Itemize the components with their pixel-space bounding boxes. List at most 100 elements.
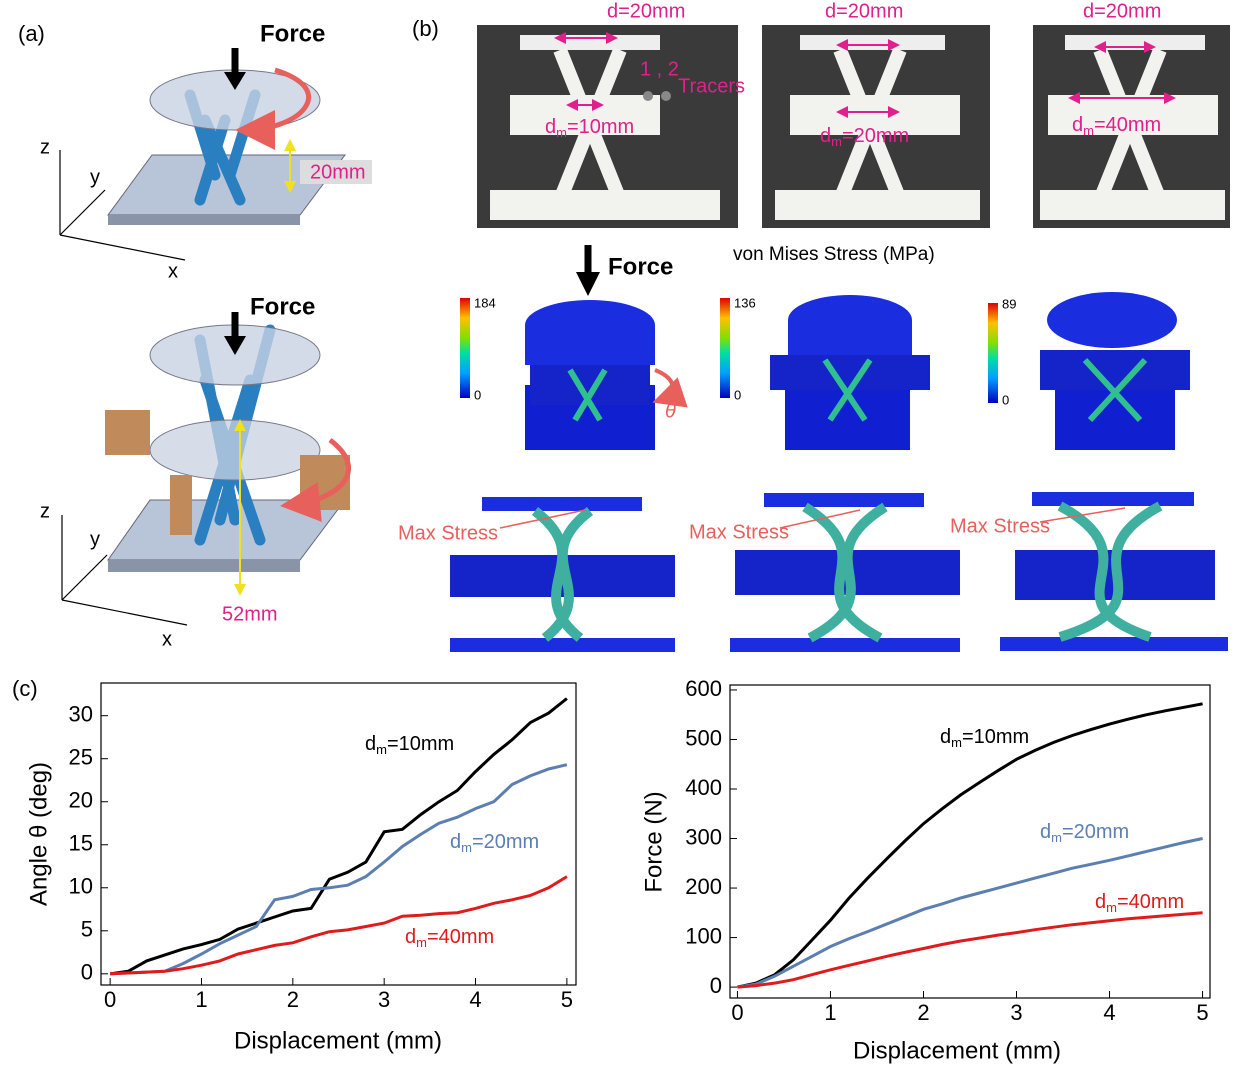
series-label: dm=40mm [1095, 891, 1184, 915]
y-axis-label: Angle θ (deg) [25, 762, 52, 906]
colorbar-max: 89 [1002, 296, 1016, 311]
colorbar [460, 298, 470, 398]
plot-frame [100, 682, 577, 986]
y-tick-label: 15 [69, 831, 93, 856]
stress-title: von Mises Stress (MPa) [733, 244, 935, 265]
x-tick-label: 5 [1196, 1000, 1208, 1025]
tracer [661, 91, 671, 101]
sample-top [800, 35, 945, 50]
x-tick-label: 4 [1103, 1000, 1115, 1025]
max-stress-label: Max Stress [689, 521, 789, 543]
tracer [643, 91, 653, 101]
x-axis-label: Displacement (mm) [853, 1037, 1061, 1064]
axis-x: x [162, 628, 172, 650]
y-tick-label: 10 [69, 874, 93, 899]
fea-rods [822, 358, 873, 422]
tracer-ids: 1 , 2 [640, 58, 679, 80]
x-tick-label: 4 [469, 987, 481, 1012]
section-bottom [1000, 637, 1228, 651]
x-tick-label: 0 [104, 987, 116, 1012]
section-bottom [730, 638, 960, 652]
plot-frame [729, 684, 1211, 999]
colorbar [988, 303, 998, 403]
theta-label: θ [665, 400, 676, 422]
axis-z: z [40, 500, 50, 522]
y-tick-label: 0 [81, 960, 93, 985]
y-tick-label: 300 [685, 824, 722, 849]
rotation-arrow [280, 438, 351, 522]
section-top [1032, 492, 1194, 506]
x-tick-label: 5 [561, 987, 573, 1012]
y-tick-label: 200 [685, 874, 722, 899]
series-label: dm=20mm [450, 831, 539, 855]
y-tick-label: 5 [81, 917, 93, 942]
rotation-arrow [235, 67, 312, 150]
fea-rods [567, 368, 608, 422]
series-line [737, 702, 1203, 989]
clamp [105, 410, 150, 455]
sample-rods [553, 47, 627, 203]
sample-base [490, 190, 720, 220]
rotation-arrow [652, 368, 688, 408]
series-line [109, 697, 568, 976]
x-tick-label: 3 [1010, 1000, 1022, 1025]
force-head [576, 272, 600, 296]
fea-1: 184 0 θ [460, 295, 688, 450]
photo-3: d=20mm dm=40mm [1033, 0, 1230, 228]
axis-x: x [168, 260, 178, 282]
section-bottom [450, 638, 675, 652]
series-line [110, 763, 568, 976]
section-rods [802, 502, 888, 643]
panel-b: (b) d=20mm dm=10mm 1 , 2 Tracers d=20mm … [398, 0, 1230, 652]
series-label: dm=10mm [365, 733, 454, 757]
colorbar-min: 0 [474, 387, 481, 402]
colorbar-max: 184 [474, 295, 496, 310]
y-tick-label: 0 [710, 973, 722, 998]
fea-disc-side [788, 320, 912, 360]
dm-label: dm=40mm [1072, 114, 1161, 138]
photo-2: d=20mm dm=20mm [762, 0, 990, 228]
x-tick-label: 2 [917, 1000, 929, 1025]
tracers-label: Tracers [678, 75, 745, 97]
fea-sections: Max Stress Max Stress Max Stress [398, 492, 1228, 652]
fea-rods [1082, 357, 1148, 423]
y-tick-label: 25 [69, 745, 93, 770]
section-rods [531, 507, 594, 642]
axis-y: y [90, 166, 100, 188]
d-label: d=20mm [607, 0, 685, 22]
section-top [482, 497, 642, 511]
panel-a-bottom: Force 52mm z y x [40, 293, 351, 650]
colorbar [720, 298, 730, 398]
photo-1: d=20mm dm=10mm 1 , 2 Tracers [477, 0, 745, 228]
x-tick-label: 1 [824, 1000, 836, 1025]
series-label: dm=40mm [405, 926, 494, 950]
series-line [737, 911, 1203, 989]
section-top [764, 493, 924, 507]
panel-label: (c) [12, 676, 38, 701]
force-label: Force [260, 20, 325, 47]
y-tick-label: 400 [685, 775, 722, 800]
series-line [737, 837, 1203, 989]
axes [61, 515, 188, 626]
gap-label: 20mm [310, 161, 366, 183]
colorbar-min: 0 [734, 387, 741, 402]
force-label: Force [608, 253, 673, 280]
panel-a-top: (a) Force 20mm z y x [18, 20, 372, 282]
fea-mid [1040, 350, 1190, 390]
y-tick-label: 20 [69, 788, 93, 813]
plate-edge [108, 215, 300, 225]
y-tick-label: 100 [685, 923, 722, 948]
sample-rods [833, 47, 907, 203]
rods [184, 89, 261, 206]
panel-label: (a) [18, 21, 45, 46]
sample-base [1040, 190, 1225, 220]
axes [59, 150, 186, 261]
clamp [170, 475, 192, 535]
y-axis-label: Force (N) [640, 791, 667, 892]
x-axis-label: Displacement (mm) [234, 1027, 442, 1054]
series-line [110, 875, 568, 976]
fea-mid [770, 355, 930, 390]
fea-disc [1047, 292, 1177, 348]
pointer [499, 507, 1126, 529]
